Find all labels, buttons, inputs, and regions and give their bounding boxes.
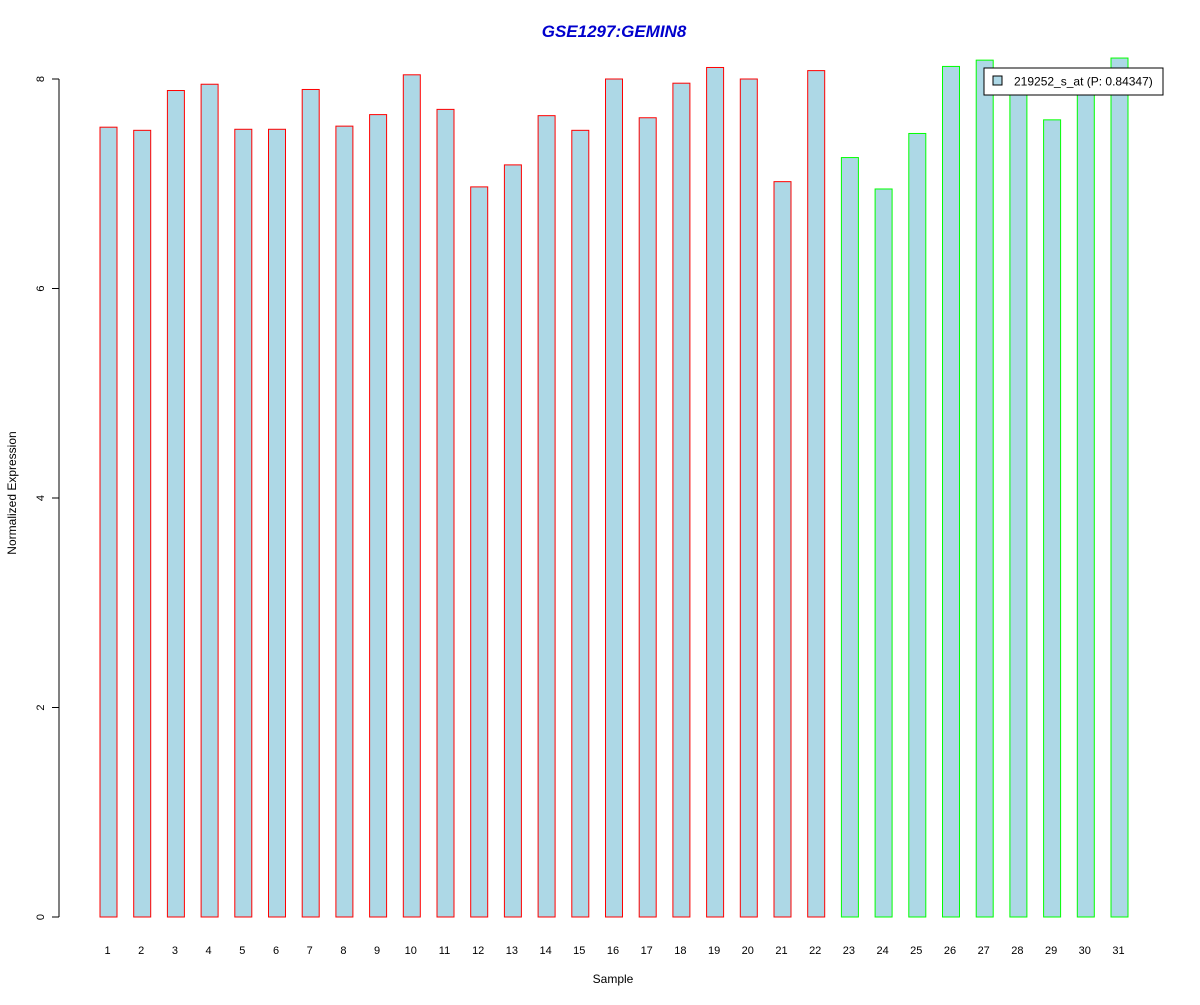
x-tick-label-16: 16 <box>607 945 619 957</box>
x-tick-label-8: 8 <box>340 945 346 957</box>
x-tick-label-31: 31 <box>1112 945 1124 957</box>
bar-sample-2 <box>133 129 152 918</box>
legend-box <box>983 67 1164 96</box>
bar-sample-4 <box>200 83 219 918</box>
y-tick-label-4: 4 <box>35 495 47 501</box>
x-tick-label-27: 27 <box>978 945 990 957</box>
bar-sample-9 <box>369 114 388 918</box>
x-tick-label-4: 4 <box>206 945 212 957</box>
y-tick-label-2: 2 <box>35 704 47 710</box>
x-tick-label-29: 29 <box>1045 945 1057 957</box>
x-tick-label-9: 9 <box>374 945 380 957</box>
legend-label: 219252_s_at (P: 0.84347) <box>1014 75 1153 89</box>
bar-sample-12 <box>470 186 489 918</box>
x-axis-label: Sample <box>593 972 634 986</box>
bar-sample-3 <box>166 90 185 918</box>
bar-sample-24 <box>874 188 893 918</box>
x-tick-label-5: 5 <box>239 945 245 957</box>
bar-sample-16 <box>605 78 623 918</box>
bar-sample-7 <box>301 88 320 918</box>
bar-sample-22 <box>807 70 826 918</box>
x-tick-label-6: 6 <box>273 945 279 957</box>
x-tick-label-19: 19 <box>708 945 720 957</box>
bar-sample-29 <box>1043 119 1062 918</box>
x-tick-label-14: 14 <box>539 945 551 957</box>
x-tick-label-22: 22 <box>809 945 821 957</box>
y-tick-label-6: 6 <box>35 285 47 291</box>
bar-sample-31 <box>1110 57 1129 918</box>
bar-sample-13 <box>503 164 522 918</box>
x-axis-tick-labels: 1 2 3 4 5 6 7 8 9 10 11 12 13 14 15 16 17 18 19 20 21 22 23 24 2… <box>104 945 1124 957</box>
bar-sample-27 <box>975 59 994 918</box>
x-tick-label-12: 12 <box>472 945 484 957</box>
bar-sample-19 <box>706 66 725 918</box>
x-tick-label-25: 25 <box>910 945 922 957</box>
x-tick-label-7: 7 <box>307 945 313 957</box>
bar-sample-30 <box>1076 91 1095 918</box>
bar-sample-23 <box>840 157 859 918</box>
x-tick-label-11: 11 <box>439 945 450 957</box>
bar-sample-15 <box>571 129 590 918</box>
bar-sample-14 <box>537 115 556 918</box>
x-tick-label-10: 10 <box>405 945 417 957</box>
x-tick-label-15: 15 <box>573 945 585 957</box>
bar-sample-26 <box>942 65 960 918</box>
bar-sample-6 <box>268 128 286 918</box>
x-tick-label-20: 20 <box>742 945 754 957</box>
y-tick-label-0: 0 <box>35 914 47 920</box>
x-tick-label-18: 18 <box>674 945 686 957</box>
chart-title: GSE1297:GEMIN8 <box>542 22 687 41</box>
legend: 219252_s_at (P: 0.84347) <box>983 67 1164 96</box>
x-tick-label-17: 17 <box>641 945 653 957</box>
x-tick-label-26: 26 <box>944 945 956 957</box>
x-tick-label-23: 23 <box>843 945 855 957</box>
x-tick-label-30: 30 <box>1079 945 1091 957</box>
y-tick-label-8: 8 <box>35 76 47 82</box>
bar-sample-5 <box>234 128 253 918</box>
x-tick-label-21: 21 <box>775 945 787 957</box>
x-tick-label-2: 2 <box>138 945 144 957</box>
bar-sample-20 <box>739 78 758 918</box>
bar-sample-11 <box>436 108 455 918</box>
bar-sample-28 <box>1009 86 1028 918</box>
x-tick-label-13: 13 <box>506 945 518 957</box>
x-tick-label-24: 24 <box>876 945 888 957</box>
x-tick-label-1: 1 <box>104 945 110 957</box>
x-tick-label-3: 3 <box>172 945 178 957</box>
bar-sample-18 <box>672 82 691 918</box>
bar-sample-1 <box>99 126 118 918</box>
legend-swatch <box>992 75 1003 86</box>
bar-sample-10 <box>402 74 421 918</box>
bar-sample-8 <box>335 125 354 918</box>
x-tick-label-28: 28 <box>1011 945 1023 957</box>
y-axis-label: Normalized Expression <box>5 431 19 554</box>
y-axis-ticks: 0 2 4 6 8 <box>35 76 59 920</box>
bars-group <box>99 57 1129 918</box>
bar-sample-17 <box>638 117 657 918</box>
bar-sample-25 <box>908 132 927 918</box>
bar-sample-21 <box>773 181 792 918</box>
